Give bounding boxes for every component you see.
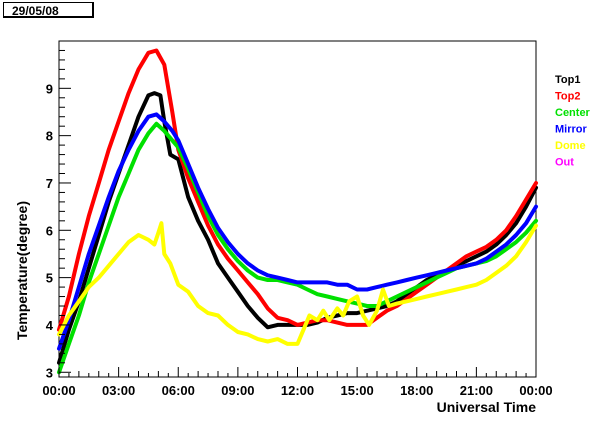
- x-tick-label: 15:00: [341, 383, 374, 398]
- x-tick-label: 06:00: [162, 383, 195, 398]
- legend-entry-top1: Top1: [555, 74, 580, 86]
- y-tick-label: 8: [46, 129, 53, 144]
- y-tick-label: 6: [46, 223, 53, 238]
- y-tick-label: 3: [46, 365, 53, 380]
- y-axis: 3 4 5 6 7 8 9: [46, 40, 71, 380]
- y-tick-label: 7: [46, 176, 53, 191]
- x-axis-title: Universal Time: [437, 399, 537, 415]
- plot-frame: [58, 40, 537, 378]
- legend-entry-dome: Dome: [555, 140, 586, 152]
- legend-entry-out: Out: [555, 157, 574, 169]
- legend-entry-mirror: Mirror: [555, 124, 588, 136]
- series-line-top2: [57, 48, 538, 332]
- y-tick-label: 9: [46, 81, 53, 96]
- x-tick-label: 00:00: [519, 383, 552, 398]
- x-tick-label: 00:00: [42, 383, 75, 398]
- x-tick-label: 03:00: [102, 383, 135, 398]
- series-line-mirror: [57, 112, 538, 351]
- date-label: 29/05/08: [3, 2, 94, 18]
- x-tick-label: 21:00: [460, 383, 493, 398]
- series-line-dome: [57, 221, 538, 346]
- y-tick-label: 4: [46, 318, 54, 333]
- plot-area: [58, 40, 537, 378]
- x-axis: 00:00 03:00 06:00 09:00 12:00 15:00 18:00 21:00…: [42, 367, 553, 398]
- x-tick-label: 12:00: [281, 383, 314, 398]
- y-tick-label: 5: [46, 271, 53, 286]
- x-tick-label: 18:00: [400, 383, 433, 398]
- legend: Top1 Top2 Center Mirror Dome Out: [555, 74, 591, 169]
- legend-entry-center: Center: [555, 107, 591, 119]
- x-tick-label: 09:00: [221, 383, 254, 398]
- series-layer: [57, 48, 538, 375]
- y-axis-title: Temperature(degree): [14, 201, 30, 340]
- legend-entry-top2: Top2: [555, 91, 580, 103]
